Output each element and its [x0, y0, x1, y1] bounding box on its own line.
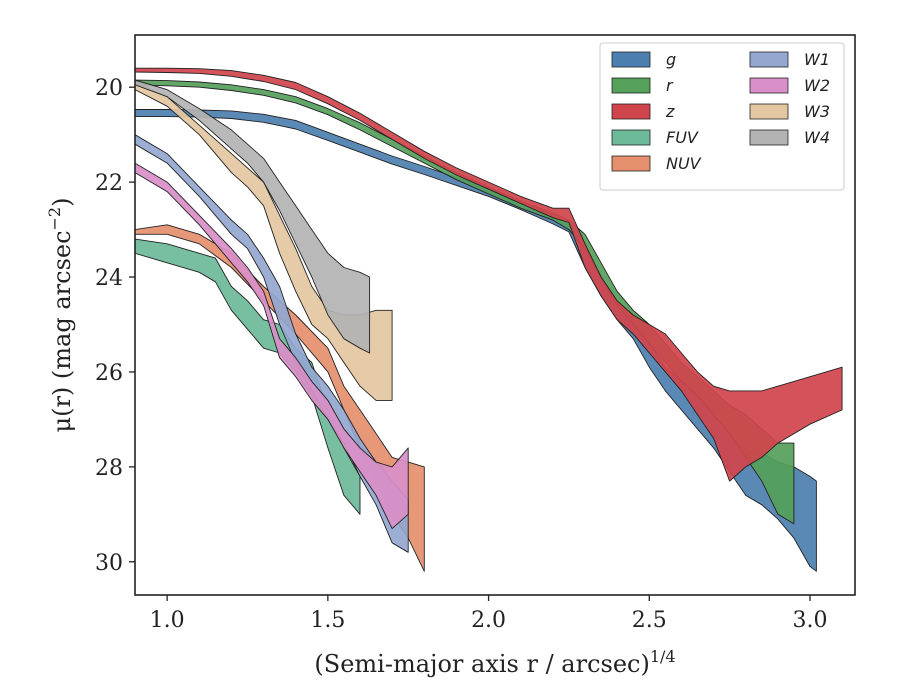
- y-tick-label: 20: [95, 76, 123, 101]
- band-w4: [135, 79, 371, 354]
- band-w1: [135, 134, 409, 553]
- x-tick-label: 2.5: [632, 608, 667, 633]
- series-bands: [135, 67, 843, 572]
- legend-swatch-nuv: [611, 155, 651, 172]
- y-axis-ticks: 20 22 24 26 28 30: [95, 76, 135, 576]
- legend-swatch-r: [611, 77, 651, 94]
- legend-swatch-w2: [749, 77, 789, 94]
- legend-label-r: r: [666, 76, 674, 95]
- plot-frame: [134, 34, 856, 596]
- legend-label-w2: W2: [804, 76, 830, 95]
- legend-label-w4: W4: [804, 128, 830, 147]
- legend-swatch-z: [611, 103, 651, 120]
- legend-label-fuv: FUV: [666, 128, 699, 147]
- band-w2: [135, 162, 409, 530]
- legend-swatch-fuv: [611, 129, 651, 146]
- legend-swatch-g: [611, 51, 651, 68]
- legend-label-z: z: [665, 102, 675, 121]
- x-tick-label: 1.0: [150, 608, 185, 633]
- y-axis-label: μ(r) (mag arcsec−2): [45, 198, 76, 433]
- y-tick-label: 28: [95, 456, 123, 481]
- legend-swatch-w1: [749, 51, 789, 68]
- x-axis-ticks: 1.0 1.5 2.0 2.5 3.0: [150, 595, 828, 633]
- x-tick-label: 1.5: [310, 608, 345, 633]
- y-tick-label: 26: [95, 361, 123, 386]
- legend-label-w1: W1: [804, 50, 830, 69]
- band-z: [135, 67, 843, 482]
- x-tick-label: 3.0: [793, 608, 828, 633]
- y-tick-label: 24: [95, 266, 123, 291]
- y-tick-label: 22: [95, 171, 123, 196]
- legend: grz FUV NUV W1 W2 W3 W4: [599, 42, 845, 191]
- legend-label-g: g: [666, 50, 676, 69]
- x-tick-label: 2.0: [471, 608, 506, 633]
- band-w3: [135, 82, 393, 401]
- legend-swatch-w4: [749, 129, 789, 146]
- legend-label-nuv: NUV: [666, 154, 702, 173]
- x-axis-label: (Semi-major axis r / arcsec)1/4: [314, 647, 675, 678]
- legend-swatch-w3: [749, 103, 789, 120]
- y-tick-label: 30: [95, 551, 123, 576]
- legend-label-w3: W3: [804, 102, 830, 121]
